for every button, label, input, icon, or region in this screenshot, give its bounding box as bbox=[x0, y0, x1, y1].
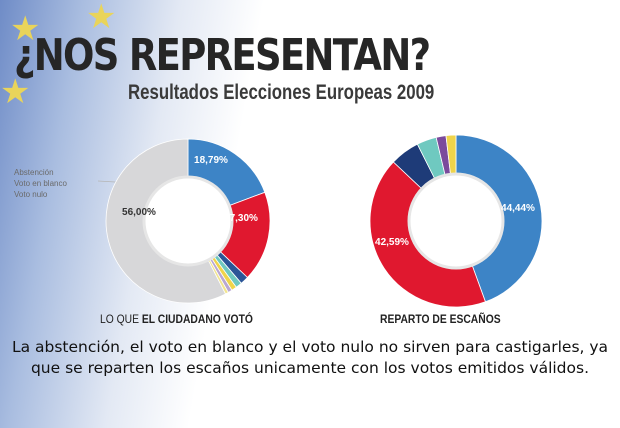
chart-seats: 44,44% 42,59% bbox=[369, 134, 543, 308]
slice-label: 44,44% bbox=[501, 203, 535, 214]
slice-label: 18,79% bbox=[194, 155, 228, 166]
star-icon: ★ bbox=[86, 0, 117, 36]
slice-label: 56,00% bbox=[122, 207, 156, 218]
star-icon: ★ bbox=[10, 10, 41, 48]
slice-label: 42,59% bbox=[375, 237, 409, 248]
chart-votes-title-bold: EL CIUDADANO VOTÓ bbox=[141, 312, 253, 326]
donut-hole bbox=[407, 172, 505, 270]
star-icon: ★ bbox=[0, 73, 31, 111]
footer-caption: La abstención, el voto en blanco y el vo… bbox=[11, 338, 609, 377]
chart-votes: 18,79% 17,30% 56,00% bbox=[105, 138, 271, 304]
page-title: ¿NOS REPRESENTAN? bbox=[14, 30, 431, 81]
legend: Abstención Voto en blanco Voto nulo bbox=[14, 167, 84, 200]
slice-label: 17,30% bbox=[224, 213, 258, 224]
legend-item: Voto nulo bbox=[14, 190, 48, 199]
legend-item: Abstención bbox=[14, 168, 54, 177]
chart-seats-title: REPARTO DE ESCAÑOS bbox=[380, 312, 501, 326]
chart-votes-title-prefix: LO QUE bbox=[100, 312, 142, 326]
page-subtitle: Resultados Elecciones Europeas 2009 bbox=[128, 81, 435, 104]
chart-votes-title: LO QUE EL CIUDADANO VOTÓ bbox=[100, 312, 253, 326]
legend-item: Voto en blanco bbox=[14, 179, 67, 188]
donut-hole bbox=[142, 175, 234, 267]
